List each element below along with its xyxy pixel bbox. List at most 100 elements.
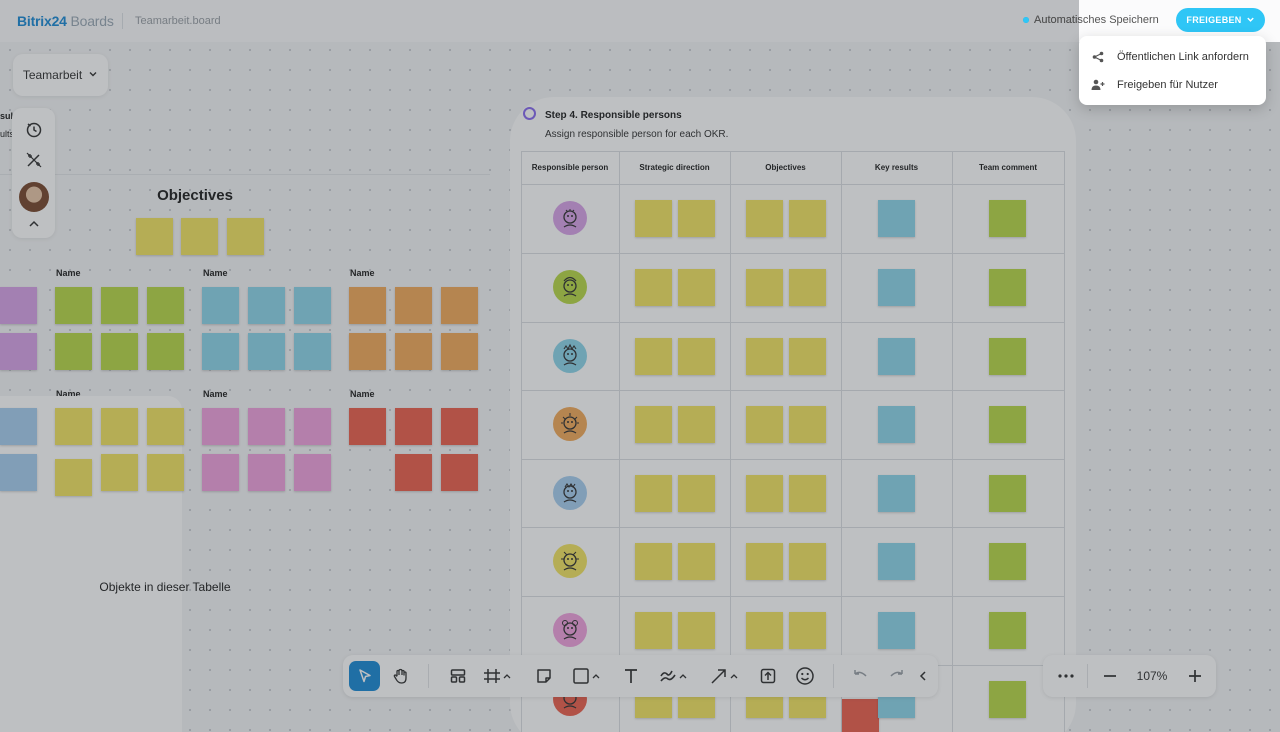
- sticky-note[interactable]: [147, 333, 184, 370]
- sticky-note[interactable]: [147, 287, 184, 324]
- sticky-note[interactable]: [746, 269, 783, 306]
- sticky-note[interactable]: [878, 269, 915, 306]
- sticky-note[interactable]: [349, 333, 386, 370]
- table-panel[interactable]: [0, 396, 182, 732]
- sticky-note[interactable]: [227, 218, 264, 255]
- text-icon[interactable]: [616, 661, 646, 691]
- sticky-note[interactable]: [294, 454, 331, 491]
- select-icon[interactable]: [349, 661, 380, 691]
- sticky-note[interactable]: [746, 338, 783, 375]
- board-selector[interactable]: Teamarbeit: [13, 54, 108, 96]
- sticky-note[interactable]: [395, 408, 432, 445]
- sticky-note[interactable]: [678, 406, 715, 443]
- sticky-note[interactable]: [678, 475, 715, 512]
- sticky-note[interactable]: [0, 454, 37, 491]
- sticky-note[interactable]: [678, 200, 715, 237]
- sticky-note[interactable]: [746, 406, 783, 443]
- sticky-note[interactable]: [136, 218, 173, 255]
- sticky-note[interactable]: [147, 408, 184, 445]
- undo-icon[interactable]: [846, 661, 874, 691]
- okr-table[interactable]: Responsible person Strategic direction O…: [521, 151, 1065, 732]
- zoom-level[interactable]: 107%: [1136, 669, 1168, 683]
- sticky-note[interactable]: [635, 406, 672, 443]
- hand-icon[interactable]: [386, 661, 416, 691]
- sticky-note[interactable]: [635, 200, 672, 237]
- sticky-note[interactable]: [789, 406, 826, 443]
- board-name[interactable]: Teamarbeit.board: [135, 15, 221, 27]
- sticky-note[interactable]: [842, 699, 879, 732]
- sticky-note[interactable]: [989, 200, 1026, 237]
- sticky-note[interactable]: [989, 269, 1026, 306]
- sticky-note[interactable]: [55, 408, 92, 445]
- sticky-note[interactable]: [294, 408, 331, 445]
- sticky-note[interactable]: [0, 333, 37, 370]
- sticky-note[interactable]: [878, 543, 915, 580]
- history-icon[interactable]: [12, 120, 55, 138]
- share-button[interactable]: FREIGEBEN: [1176, 8, 1265, 32]
- sticky-note[interactable]: [349, 287, 386, 324]
- sticky-note[interactable]: [181, 218, 218, 255]
- sticky-note[interactable]: [878, 475, 915, 512]
- sticky-note[interactable]: [635, 475, 672, 512]
- emoji-icon[interactable]: [790, 661, 820, 691]
- sticky-note[interactable]: [635, 338, 672, 375]
- person-avatar[interactable]: [553, 407, 587, 441]
- menu-item-share-users[interactable]: Freigeben für Nutzer: [1079, 71, 1266, 99]
- sticky-note[interactable]: [395, 454, 432, 491]
- sticky-note[interactable]: [441, 408, 478, 445]
- sticky-note[interactable]: [635, 543, 672, 580]
- zoom-in-icon[interactable]: [1180, 661, 1210, 691]
- sticky-note[interactable]: [989, 681, 1026, 718]
- sticky-note[interactable]: [989, 543, 1026, 580]
- sticky-note[interactable]: [678, 269, 715, 306]
- sticky-note[interactable]: [395, 333, 432, 370]
- sticky-note[interactable]: [989, 612, 1026, 649]
- sticky-note[interactable]: [789, 543, 826, 580]
- sticky-note[interactable]: [878, 200, 915, 237]
- frame-icon[interactable]: [479, 661, 517, 691]
- sticky-note[interactable]: [989, 475, 1026, 512]
- sticky-note[interactable]: [101, 408, 138, 445]
- sticky-note[interactable]: [789, 338, 826, 375]
- upload-icon[interactable]: [753, 661, 783, 691]
- sticky-note[interactable]: [789, 612, 826, 649]
- person-avatar[interactable]: [553, 613, 587, 647]
- sticky-note[interactable]: [678, 612, 715, 649]
- sticky-note[interactable]: [147, 454, 184, 491]
- sticky-note[interactable]: [55, 287, 92, 324]
- sticky-note[interactable]: [294, 287, 331, 324]
- sticky-note[interactable]: [441, 454, 478, 491]
- sticky-note[interactable]: [0, 408, 37, 445]
- sticky-note[interactable]: [635, 269, 672, 306]
- sticky-note[interactable]: [101, 454, 138, 491]
- pen-icon[interactable]: [655, 661, 693, 691]
- shape-icon[interactable]: [568, 661, 606, 691]
- person-avatar[interactable]: [553, 339, 587, 373]
- sticky-note[interactable]: [395, 287, 432, 324]
- menu-item-public-link[interactable]: Öffentlichen Link anfordern: [1079, 43, 1266, 71]
- sticky-note[interactable]: [248, 454, 285, 491]
- sticky-note[interactable]: [746, 475, 783, 512]
- collapse-icon[interactable]: [913, 661, 933, 691]
- sticky-note[interactable]: [202, 454, 239, 491]
- chevron-up-icon[interactable]: [12, 218, 55, 230]
- sticky-note[interactable]: [248, 287, 285, 324]
- sticky-note[interactable]: [789, 200, 826, 237]
- person-avatar[interactable]: [553, 201, 587, 235]
- sticky-note[interactable]: [789, 475, 826, 512]
- sticky-note-icon[interactable]: [529, 661, 559, 691]
- sticky-note[interactable]: [349, 408, 386, 445]
- sticky-note[interactable]: [878, 406, 915, 443]
- sticky-note[interactable]: [248, 333, 285, 370]
- sticky-note[interactable]: [989, 406, 1026, 443]
- sticky-note[interactable]: [678, 543, 715, 580]
- layout-icon[interactable]: [443, 661, 473, 691]
- sticky-note[interactable]: [0, 287, 37, 324]
- avatar[interactable]: [12, 182, 55, 212]
- sticky-note[interactable]: [202, 333, 239, 370]
- sticky-note[interactable]: [878, 612, 915, 649]
- sticky-note[interactable]: [101, 333, 138, 370]
- sticky-note[interactable]: [441, 333, 478, 370]
- magic-icon[interactable]: [12, 151, 55, 169]
